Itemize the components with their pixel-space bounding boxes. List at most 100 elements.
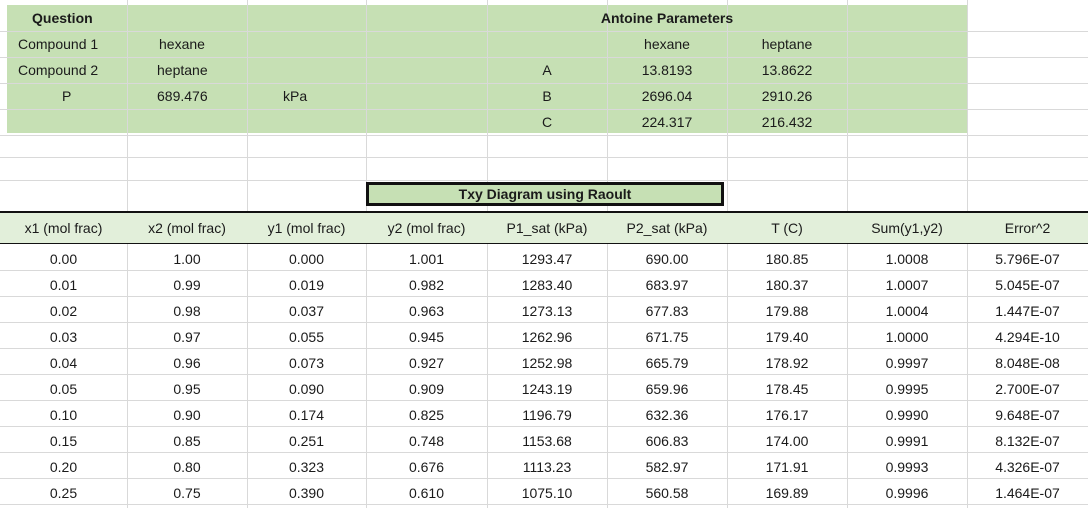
antoine-col-heptane[interactable]: heptane	[761, 36, 813, 52]
table-cell[interactable]: 1.0004	[885, 303, 929, 319]
question-label[interactable]: Question	[32, 10, 93, 26]
table-cell[interactable]: 0.9997	[885, 355, 929, 371]
table-cell[interactable]: 8.048E-08	[995, 355, 1060, 371]
table-cell[interactable]: 1075.10	[521, 485, 573, 501]
table-title[interactable]: Txy Diagram using Raoult	[366, 182, 724, 206]
antoine-param-label[interactable]: A	[542, 62, 552, 78]
table-cell[interactable]: 174.00	[765, 433, 809, 449]
table-cell[interactable]: 1.0000	[885, 329, 929, 345]
table-cell[interactable]: 0.9990	[885, 407, 929, 423]
table-cell[interactable]: 0.9991	[885, 433, 929, 449]
column-header[interactable]: x2 (mol frac)	[148, 220, 226, 236]
pressure-unit[interactable]: kPa	[283, 88, 308, 104]
table-cell[interactable]: 1.464E-07	[995, 485, 1060, 501]
table-cell[interactable]: 179.40	[765, 329, 809, 345]
column-header[interactable]: y2 (mol frac)	[387, 220, 466, 236]
table-cell[interactable]: 1113.23	[522, 459, 572, 475]
table-cell[interactable]: 0.85	[173, 433, 201, 449]
table-cell[interactable]: 171.91	[765, 459, 809, 475]
table-cell[interactable]: 0.98	[173, 303, 201, 319]
table-cell[interactable]: 0.019	[288, 277, 325, 293]
table-cell[interactable]: 0.073	[288, 355, 325, 371]
table-cell[interactable]: 179.88	[765, 303, 809, 319]
table-cell[interactable]: 0.909	[408, 381, 445, 397]
antoine-value[interactable]: 2910.26	[761, 88, 813, 104]
table-cell[interactable]: 0.000	[288, 251, 325, 267]
table-cell[interactable]: 1.447E-07	[995, 303, 1060, 319]
table-cell[interactable]: 632.36	[645, 407, 689, 423]
table-cell[interactable]: 0.99	[173, 277, 201, 293]
column-header[interactable]: P1_sat (kPa)	[506, 220, 588, 236]
table-cell[interactable]: 1.001	[408, 251, 445, 267]
table-cell[interactable]: 0.25	[49, 485, 78, 501]
column-header[interactable]: y1 (mol frac)	[267, 220, 346, 236]
table-cell[interactable]: 180.85	[765, 251, 809, 267]
table-cell[interactable]: 1153.68	[522, 433, 572, 449]
table-cell[interactable]: 169.89	[765, 485, 809, 501]
table-cell[interactable]: 665.79	[645, 355, 689, 371]
table-cell[interactable]: 0.02	[49, 303, 78, 319]
table-cell[interactable]: 9.648E-07	[995, 407, 1060, 423]
table-cell[interactable]: 0.05	[49, 381, 78, 397]
table-cell[interactable]: 5.045E-07	[995, 277, 1060, 293]
column-header[interactable]: Sum(y1,y2)	[871, 220, 943, 236]
table-cell[interactable]: 1252.98	[521, 355, 573, 371]
table-cell[interactable]: 4.294E-10	[995, 329, 1060, 345]
table-cell[interactable]: 0.15	[49, 433, 78, 449]
table-cell[interactable]: 178.45	[765, 381, 809, 397]
table-cell[interactable]: 582.97	[645, 459, 689, 475]
table-cell[interactable]: 0.945	[408, 329, 445, 345]
table-cell[interactable]: 659.96	[645, 381, 689, 397]
antoine-title[interactable]: Antoine Parameters	[600, 10, 734, 26]
compound1-value[interactable]: hexane	[159, 36, 205, 52]
table-cell[interactable]: 0.95	[173, 381, 201, 397]
table-cell[interactable]: 0.03	[49, 329, 78, 345]
antoine-value[interactable]: 13.8193	[641, 62, 693, 78]
table-cell[interactable]: 0.80	[173, 459, 201, 475]
table-cell[interactable]: 1.00	[173, 251, 201, 267]
table-cell[interactable]: 176.17	[765, 407, 809, 423]
pressure-value[interactable]: 689.476	[157, 88, 208, 104]
column-header[interactable]: P2_sat (kPa)	[626, 220, 708, 236]
table-cell[interactable]: 0.20	[49, 459, 78, 475]
column-header[interactable]: x1 (mol frac)	[24, 220, 103, 236]
table-cell[interactable]: 5.796E-07	[995, 251, 1060, 267]
table-cell[interactable]: 0.90	[173, 407, 201, 423]
table-cell[interactable]: 2.700E-07	[995, 381, 1060, 397]
table-cell[interactable]: 0.9995	[885, 381, 929, 397]
table-cell[interactable]: 0.251	[288, 433, 325, 449]
table-cell[interactable]: 677.83	[645, 303, 689, 319]
antoine-param-label[interactable]: C	[541, 114, 553, 130]
table-cell[interactable]: 0.390	[288, 485, 325, 501]
table-cell[interactable]: 0.676	[408, 459, 445, 475]
table-cell[interactable]: 180.37	[765, 277, 809, 293]
table-cell[interactable]: 0.037	[288, 303, 325, 319]
table-cell[interactable]: 0.00	[49, 251, 78, 267]
table-cell[interactable]: 0.927	[408, 355, 445, 371]
compound2-label[interactable]: Compound 2	[18, 62, 99, 78]
table-cell[interactable]: 0.10	[49, 407, 78, 423]
table-cell[interactable]: 1.0007	[885, 277, 929, 293]
table-cell[interactable]: 0.97	[173, 329, 201, 345]
table-cell[interactable]: 0.323	[288, 459, 325, 475]
table-cell[interactable]: 671.75	[645, 329, 689, 345]
antoine-value[interactable]: 2696.04	[641, 88, 693, 104]
table-cell[interactable]: 0.748	[408, 433, 445, 449]
table-cell[interactable]: 1273.13	[521, 303, 573, 319]
table-cell[interactable]: 1262.96	[521, 329, 573, 345]
table-cell[interactable]: 8.132E-07	[995, 433, 1060, 449]
table-cell[interactable]: 0.96	[173, 355, 201, 371]
table-cell[interactable]: 4.326E-07	[995, 459, 1060, 475]
antoine-value[interactable]: 224.317	[641, 114, 693, 130]
table-cell[interactable]: 606.83	[645, 433, 689, 449]
antoine-col-hexane[interactable]: hexane	[644, 36, 690, 52]
table-cell[interactable]: 0.963	[408, 303, 445, 319]
antoine-param-label[interactable]: B	[542, 88, 552, 104]
table-cell[interactable]: 0.9996	[885, 485, 929, 501]
table-cell[interactable]: 690.00	[645, 251, 689, 267]
table-cell[interactable]: 0.055	[288, 329, 325, 345]
table-cell[interactable]: 0.610	[408, 485, 445, 501]
table-cell[interactable]: 560.58	[645, 485, 689, 501]
table-cell[interactable]: 0.174	[288, 407, 325, 423]
